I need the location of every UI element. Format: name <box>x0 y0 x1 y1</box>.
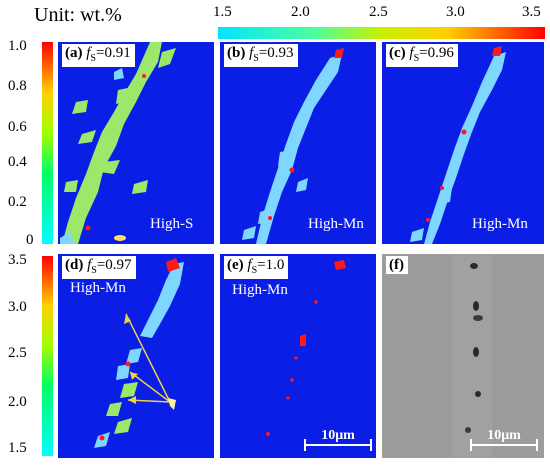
panel-b: (b) fS=0.93 High-Mn <box>220 42 376 244</box>
colorbar-vertical-bottom <box>42 256 53 456</box>
scale-bar-e: 10μm <box>302 428 374 451</box>
segregation-map-c <box>410 46 506 244</box>
colorbar-vertical-top <box>42 42 53 244</box>
scale-bar-label-f: 10μm <box>487 428 521 443</box>
panel-label-b: (b) fS=0.93 <box>224 44 298 67</box>
vbar-bottom-tick: 2.5 <box>8 345 27 361</box>
panel-c: (c) fS=0.96 High-Mn <box>382 42 544 244</box>
region-label-c: High-Mn <box>472 216 528 232</box>
vbar-bottom-tick: 3.0 <box>8 299 27 315</box>
region-label-b: High-Mn <box>308 216 364 232</box>
scale-bar-f: 10μm <box>468 428 540 451</box>
colorbar-horizontal <box>218 27 545 39</box>
vbar-bottom-tick: 2.0 <box>8 394 27 410</box>
segregation-map-e <box>266 260 346 436</box>
vbar-top-tick: 0.2 <box>8 194 27 210</box>
panel-label-c: (c) fS=0.96 <box>386 44 458 67</box>
region-label-a: High-S <box>150 216 194 232</box>
panel-label-d: (d) fS=0.97 <box>62 256 136 279</box>
region-label-e: High-Mn <box>232 282 288 298</box>
scale-bar-line-f <box>470 439 538 451</box>
hbar-tick: 2.0 <box>291 4 310 20</box>
panel-label-f: (f) <box>386 256 408 274</box>
panel-e: (e) fS=1.0 High-Mn 10μm <box>220 254 376 458</box>
vbar-top-tick: 0 <box>26 232 34 248</box>
segregation-map-d <box>94 258 184 448</box>
panel-label-e: (e) fS=1.0 <box>224 256 289 279</box>
vbar-top-tick: 0.8 <box>8 78 27 94</box>
panel-label-a: (a) fS=0.91 <box>62 44 135 67</box>
hbar-tick: 1.5 <box>213 4 232 20</box>
segregation-map-a <box>60 42 176 244</box>
vbar-top-tick: 0.4 <box>8 154 27 170</box>
segregation-map-b <box>242 48 344 244</box>
unit-label: Unit: wt.% <box>34 4 122 26</box>
scale-bar-label-e: 10μm <box>321 428 355 443</box>
vbar-top-tick: 0.6 <box>8 119 27 135</box>
sem-image-f <box>382 254 544 458</box>
hbar-tick: 3.0 <box>446 4 465 20</box>
panel-a: (a) fS=0.91 High-S <box>58 42 214 244</box>
vbar-top-tick: 1.0 <box>8 38 27 54</box>
vbar-bottom-tick: 1.5 <box>8 440 27 456</box>
scale-bar-line-e <box>304 439 372 451</box>
hbar-tick: 2.5 <box>369 4 388 20</box>
hbar-tick: 3.5 <box>522 4 541 20</box>
panel-f: (f) 10μm <box>382 254 544 458</box>
region-label-d: High-Mn <box>70 280 126 296</box>
panel-d: (d) fS=0.97 High-Mn <box>58 254 214 458</box>
vbar-bottom-tick: 3.5 <box>8 252 27 268</box>
